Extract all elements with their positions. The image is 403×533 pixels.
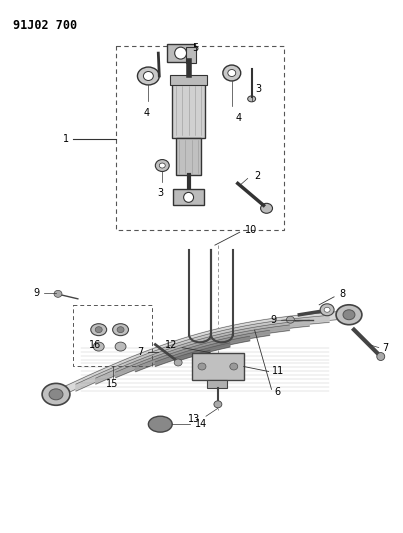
Polygon shape [135,330,270,372]
Polygon shape [195,350,210,358]
Ellipse shape [223,65,241,81]
Text: 10: 10 [245,225,257,235]
Text: 9: 9 [270,314,276,325]
Bar [73,305,152,367]
Bar [167,44,195,62]
Ellipse shape [214,401,222,408]
Text: 13: 13 [188,414,200,424]
Text: 1: 1 [63,134,69,144]
Ellipse shape [143,71,153,80]
Polygon shape [96,320,309,384]
Ellipse shape [155,159,169,172]
Polygon shape [155,336,250,366]
Bar [176,138,201,175]
Ellipse shape [174,359,182,366]
Bar [186,47,195,63]
Ellipse shape [174,47,187,59]
Ellipse shape [324,308,330,312]
Text: 3: 3 [157,188,163,198]
Text: 4: 4 [143,108,150,118]
Ellipse shape [93,342,104,351]
Ellipse shape [91,324,107,336]
Ellipse shape [112,324,129,336]
Polygon shape [116,325,289,378]
Ellipse shape [54,290,62,297]
Ellipse shape [343,310,355,320]
Text: 91J02 700: 91J02 700 [13,19,77,33]
Ellipse shape [228,69,236,77]
Bar [172,83,205,138]
Ellipse shape [137,67,159,85]
Ellipse shape [95,327,102,333]
Text: 3: 3 [256,84,262,94]
Text: 7: 7 [382,343,388,352]
Text: 9: 9 [33,288,39,298]
Polygon shape [76,316,329,391]
Ellipse shape [148,416,172,432]
Ellipse shape [261,203,272,213]
Bar [173,189,204,205]
Text: 2: 2 [255,172,261,181]
Ellipse shape [115,342,126,351]
Text: 16: 16 [89,340,101,350]
Ellipse shape [159,163,165,168]
Ellipse shape [287,316,294,323]
Ellipse shape [42,383,70,405]
Text: 12: 12 [165,340,177,350]
Ellipse shape [320,304,334,316]
Bar [192,352,244,381]
Bar [116,46,285,230]
Polygon shape [175,343,230,362]
Text: 14: 14 [195,419,207,429]
Text: 11: 11 [272,367,284,376]
Text: 8: 8 [339,289,345,299]
Text: 15: 15 [106,379,119,390]
Ellipse shape [230,363,238,370]
Bar [207,381,227,389]
Text: 5: 5 [193,43,199,53]
Ellipse shape [117,327,124,333]
Text: 4: 4 [236,113,242,123]
Ellipse shape [198,363,206,370]
Polygon shape [56,311,349,398]
Ellipse shape [248,96,256,102]
Ellipse shape [184,192,193,203]
Text: 6: 6 [274,387,280,397]
Ellipse shape [377,352,385,360]
Bar [170,75,207,85]
Text: 7: 7 [137,346,143,357]
Ellipse shape [49,389,63,400]
Ellipse shape [336,305,362,325]
